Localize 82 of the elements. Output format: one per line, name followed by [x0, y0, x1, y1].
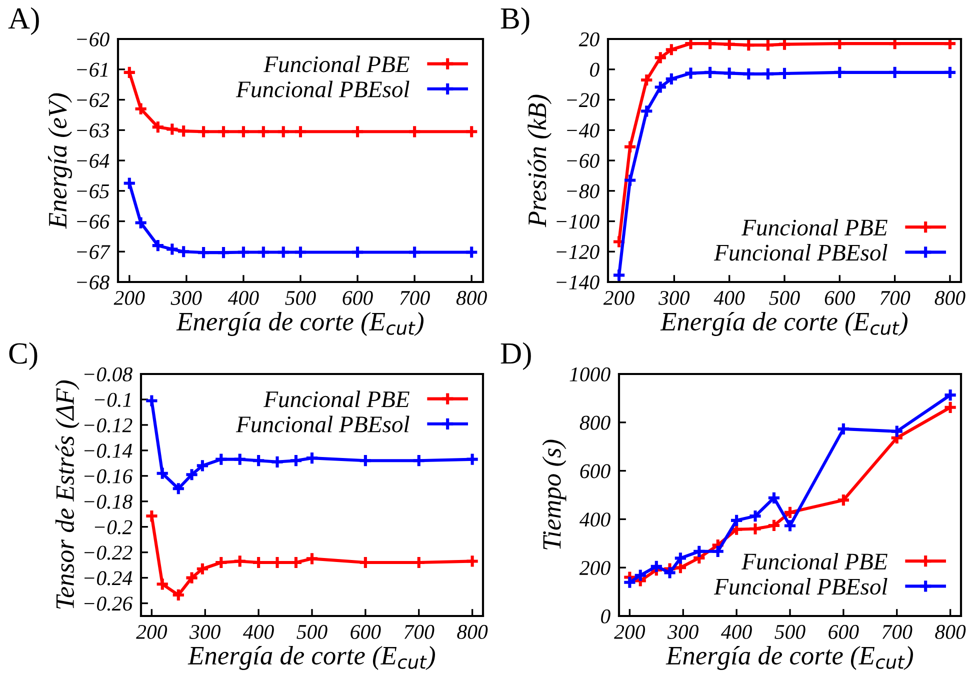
y-tick-label: 1000: [570, 367, 610, 382]
y-tick-label: −0.26: [84, 596, 133, 611]
legend-label: Funcional PBEsol: [236, 416, 410, 432]
y-tick-label: 800: [580, 416, 610, 430]
x-tick-label: 800: [934, 290, 966, 305]
y-tick-label: −68: [77, 275, 110, 290]
x-axis-title: Energía de corte (E$_{cut}$): [660, 312, 908, 336]
y-axis-title: Tiempo (s): [542, 440, 566, 550]
y-tick-label: −61: [77, 62, 108, 77]
legend-label: Funcional PBEsol: [714, 244, 888, 261]
x-tick-label: 700: [404, 624, 434, 639]
y-tick-label: 200: [579, 560, 610, 576]
legend-label: Funcional PBE: [263, 390, 410, 408]
x-tick-label: 300: [667, 624, 698, 639]
y-tick-label: −67: [77, 245, 110, 260]
legend-label: Funcional PBEsol: [714, 578, 888, 595]
y-tick-label: −0.22: [84, 546, 132, 560]
x-tick-label: 600: [824, 290, 856, 305]
x-tick-label: 600: [342, 290, 373, 305]
chart-title: C): [9, 342, 38, 370]
chart-title: D): [500, 342, 531, 370]
x-tick-label: 800: [456, 290, 487, 305]
legend-label: Funcional PBE: [741, 552, 888, 570]
x-tick-label: 500: [774, 624, 806, 639]
y-tick-label: −64: [77, 154, 110, 168]
y-axis-title: Tensor de Estrés (ΔF): [55, 380, 80, 609]
x-tick-label: 300: [658, 290, 690, 305]
x-tick-label: 300: [189, 624, 220, 639]
x-tick-label: 200: [136, 624, 168, 639]
y-tick-label: −63: [77, 124, 109, 138]
y-axis-title: Energía (eV): [48, 93, 72, 229]
x-tick-label: 800: [457, 624, 488, 639]
y-tick-label: −0.08: [84, 367, 132, 382]
y-tick-label: −20: [567, 93, 600, 108]
x-tick-label: 600: [350, 624, 381, 639]
y-tick-label: 20: [578, 32, 600, 46]
x-axis-title: Energía de corte (E$_{cut}$): [176, 312, 424, 336]
x-tick-label: 500: [285, 290, 316, 305]
legend-label: Funcional PBEsol: [236, 80, 410, 98]
x-tick-label: 500: [296, 624, 328, 639]
y-tick-label: −65: [77, 184, 110, 198]
y-tick-label: −0.16: [84, 469, 133, 484]
y-tick-label: 600: [580, 464, 610, 478]
x-axis-title: Energía de corte (E$_{cut}$): [666, 646, 913, 670]
y-tick-label: −0.1: [94, 392, 130, 407]
x-tick-label: 400: [714, 290, 745, 305]
x-tick-label: 300: [170, 290, 202, 305]
x-axis-title: Energía de corte (E$_{cut}$): [188, 646, 435, 670]
y-tick-label: −40: [567, 124, 600, 138]
y-tick-label: −80: [567, 184, 600, 198]
x-tick-label: 200: [614, 624, 646, 639]
y-tick-label: −100: [556, 214, 600, 229]
legend-label: Funcional PBE: [263, 56, 410, 72]
y-tick-label: −140: [556, 275, 600, 290]
y-tick-label: −0.18: [84, 494, 132, 509]
x-tick-label: 500: [769, 290, 800, 305]
x-tick-label: 700: [400, 290, 430, 305]
y-tick-label: 400: [579, 512, 610, 527]
x-tick-label: 200: [603, 290, 634, 305]
x-tick-label: 400: [720, 624, 752, 639]
y-axis-title: Presión (kB): [528, 94, 552, 228]
x-tick-label: 400: [228, 290, 259, 305]
x-tick-label: 200: [114, 290, 145, 305]
legend-label: Funcional PBE: [741, 218, 888, 236]
y-tick-label: −66: [77, 214, 110, 229]
x-tick-label: 800: [935, 624, 966, 639]
y-tick-label: −60: [567, 154, 600, 168]
chart-title: B): [500, 7, 530, 35]
x-tick-label: 400: [242, 624, 274, 639]
x-tick-label: 600: [828, 624, 859, 639]
y-tick-label: −62: [77, 93, 110, 108]
y-tick-label: 0: [601, 609, 610, 624]
x-tick-label: 700: [882, 624, 912, 639]
y-tick-label: −0.24: [84, 571, 132, 586]
y-tick-label: −60: [77, 32, 110, 46]
y-tick-label: −0.14: [84, 444, 132, 458]
x-tick-label: 700: [880, 290, 910, 305]
y-tick-label: −0.12: [84, 418, 132, 432]
y-tick-label: −120: [556, 245, 600, 260]
y-tick-label: 0: [590, 62, 600, 77]
y-tick-label: −0.2: [94, 520, 132, 534]
chart-title: A): [8, 7, 39, 35]
